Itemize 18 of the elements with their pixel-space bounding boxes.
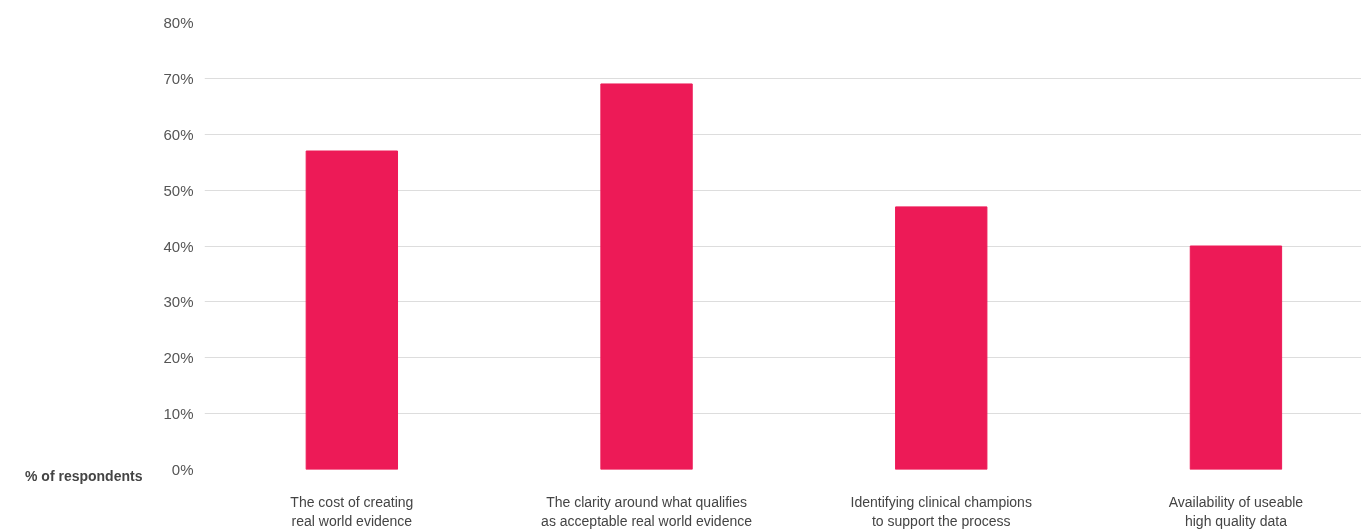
y-tick-label: 80% bbox=[163, 14, 194, 31]
y-tick-label: 10% bbox=[163, 405, 194, 423]
y-tick-label: 60% bbox=[163, 125, 194, 143]
y-tick-label: 40% bbox=[163, 237, 194, 255]
y-axis-title: % of respondents bbox=[25, 467, 143, 486]
bar bbox=[305, 150, 399, 470]
x-tick-label: Identifying clinical champions to support the process bbox=[850, 493, 1032, 529]
bar bbox=[600, 83, 693, 470]
y-tick-label: 0% bbox=[171, 461, 194, 478]
y-tick-label: 70% bbox=[163, 69, 194, 87]
x-tick-label: The cost of creating real world evidence bbox=[290, 493, 414, 529]
bar bbox=[895, 206, 988, 470]
x-tick-label: The clarity around what qualifies as acceptable real world evidence bbox=[541, 493, 753, 529]
y-tick-label: 20% bbox=[163, 349, 194, 367]
x-tick-label: Availability of useable high quality data bbox=[1168, 493, 1304, 529]
bar bbox=[1189, 245, 1283, 470]
y-tick-label: 50% bbox=[163, 181, 194, 199]
y-tick-label: 30% bbox=[163, 293, 194, 311]
